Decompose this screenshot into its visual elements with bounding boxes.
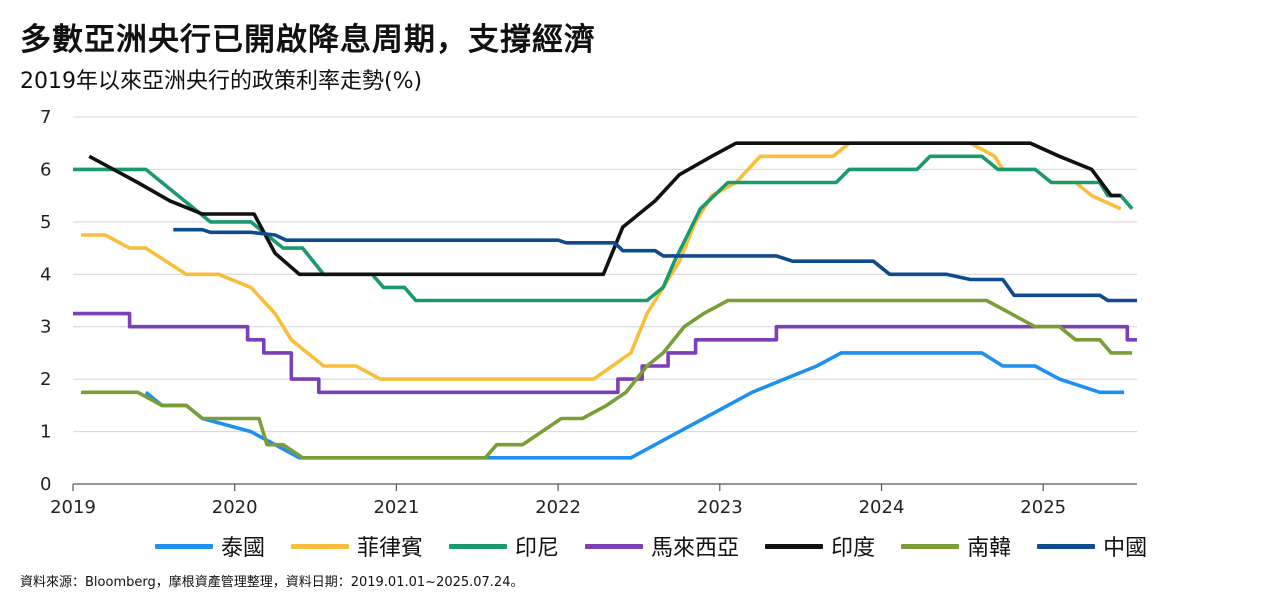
y-tick-label: 5 — [40, 212, 51, 233]
legend-label: 印尼 — [515, 536, 560, 561]
legend-label: 印度 — [831, 536, 876, 561]
legend-swatch — [1037, 543, 1096, 549]
legend-swatch — [585, 543, 644, 549]
legend-item: 中國 — [1037, 530, 1147, 562]
x-tick-label: 2022 — [535, 497, 581, 518]
x-tick-label: 2024 — [859, 497, 905, 518]
legend-swatch — [449, 543, 508, 549]
line-chart: 0 1 2 3 4 5 6 7 2019 2020 2021 2022 2023 2024 2025 — [40, 107, 1137, 518]
legend-label: 南韓 — [967, 536, 1012, 561]
series-line-7 — [173, 227, 1137, 303]
series-line-1 — [144, 351, 1125, 460]
y-tick-label: 4 — [40, 264, 51, 285]
series-line-2 — [81, 141, 1122, 381]
legend-item: 菲律賓 — [291, 530, 423, 562]
series-line-4 — [73, 311, 1137, 395]
x-tick-label: 2021 — [373, 497, 419, 518]
y-tick-label: 6 — [40, 159, 51, 180]
legend-label: 菲律賓 — [357, 536, 424, 561]
series-line-5 — [88, 141, 1121, 277]
x-tick-label: 2023 — [697, 497, 743, 518]
source-note: 資料來源：Bloomberg，摩根資產管理整理，資料日期：2019.01.01~… — [20, 575, 524, 590]
legend-swatch — [291, 543, 350, 549]
legend-item: 印尼 — [449, 530, 559, 562]
y-tick-label: 3 — [40, 317, 51, 338]
series-lines — [73, 141, 1137, 460]
series-line-6 — [81, 298, 1133, 460]
chart-legend: 泰國 菲律賓 印尼 馬來西亞 印度 南韓 中國 — [155, 530, 1173, 562]
y-tick-label: 2 — [40, 369, 51, 390]
series-line-3 — [73, 154, 1134, 303]
legend-label: 中國 — [1103, 536, 1148, 561]
legend-label: 泰國 — [221, 536, 266, 561]
legend-swatch — [901, 543, 960, 549]
axes: 0 1 2 3 4 5 6 7 2019 2020 2021 2022 2023 2024 2025 — [40, 107, 1137, 518]
legend-item: 印度 — [765, 530, 875, 562]
legend-swatch — [765, 543, 824, 549]
legend-label: 馬來西亞 — [651, 536, 740, 561]
chart-subtitle: 2019年以來亞洲央行的政策利率走勢(%) — [20, 69, 423, 94]
y-tick-label: 1 — [40, 422, 51, 443]
legend-item: 馬來西亞 — [585, 530, 739, 562]
x-tick-label: 2019 — [50, 497, 96, 518]
x-tick-label: 2020 — [212, 497, 258, 518]
y-tick-label: 0 — [40, 474, 51, 495]
legend-item: 泰國 — [155, 530, 265, 562]
x-tick-label: 2025 — [1020, 497, 1066, 518]
legend-item: 南韓 — [901, 530, 1011, 562]
y-tick-label: 7 — [40, 107, 51, 128]
legend-swatch — [155, 543, 213, 549]
chart-title: 多數亞洲央行已開啟降息周期，支撐經濟 — [20, 22, 596, 58]
